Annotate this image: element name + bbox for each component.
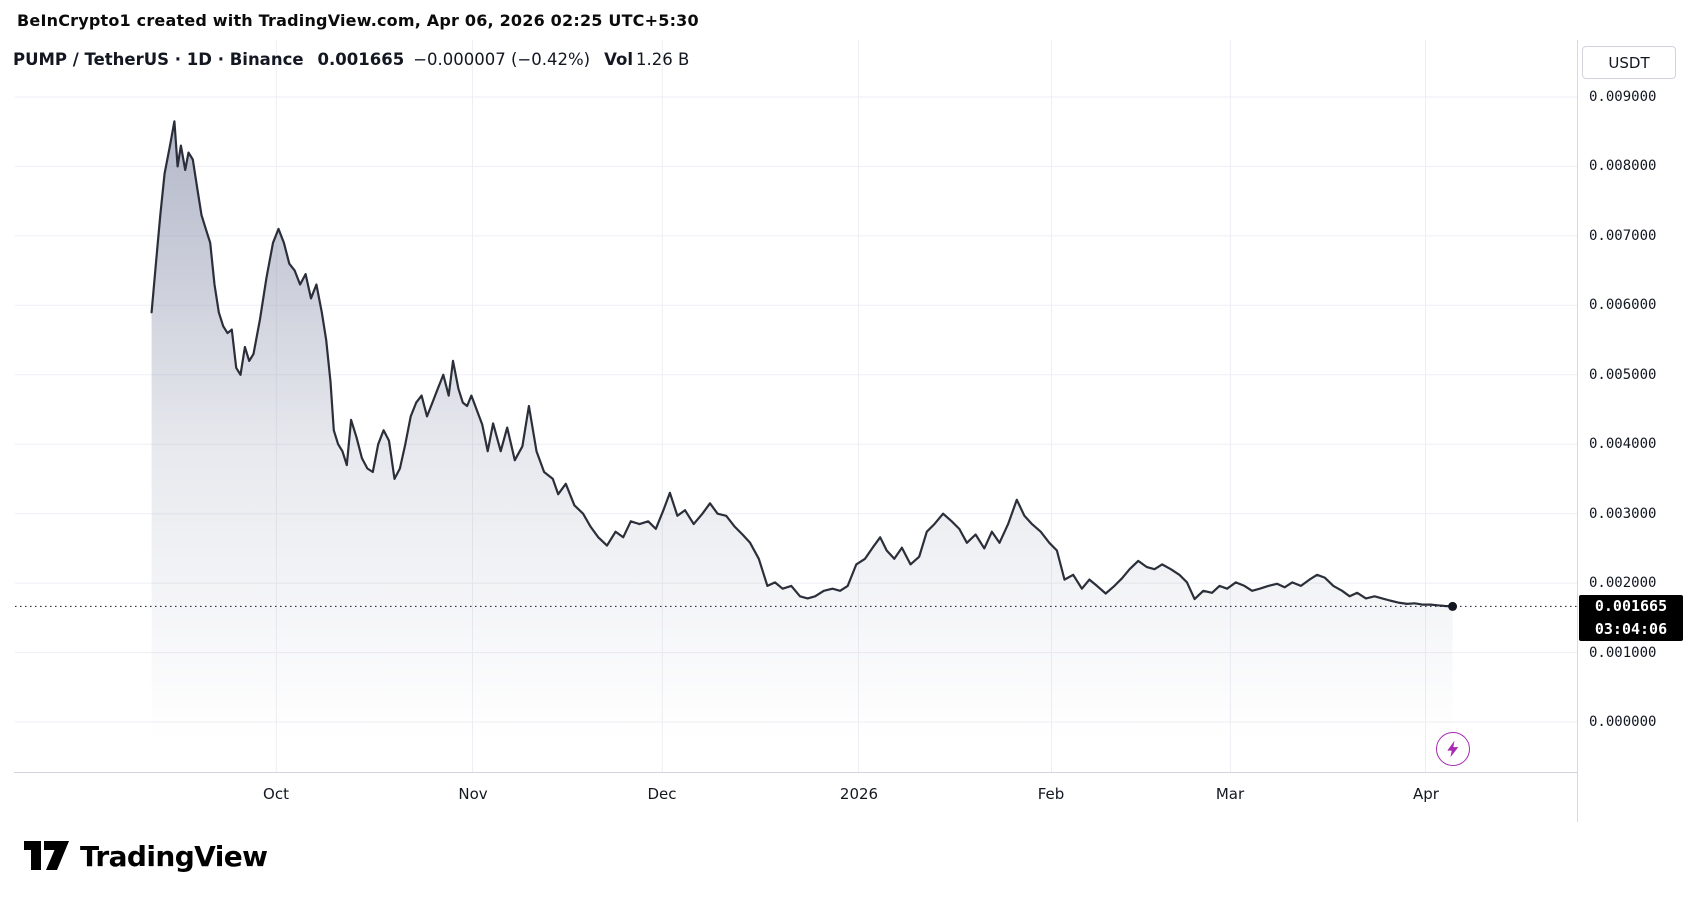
price-tick-label: 0.002000 <box>1589 575 1657 591</box>
time-tick-label: Apr <box>1413 785 1439 803</box>
boost-button[interactable] <box>1436 732 1470 766</box>
time-tick-label: Oct <box>263 785 289 803</box>
price-tick-label: 0.001000 <box>1589 645 1657 661</box>
symbol-title[interactable]: PUMP / TetherUS · 1D · Binance <box>13 50 304 69</box>
price-tick-label: 0.009000 <box>1589 89 1657 105</box>
price-tick-label: 0.004000 <box>1589 436 1657 452</box>
tradingview-logo-icon <box>24 841 69 870</box>
price-tick-label: 0.008000 <box>1589 158 1657 174</box>
bar-countdown: 03:04:06 <box>1594 620 1668 638</box>
tradingview-branding[interactable]: TradingView <box>24 836 268 876</box>
price-line <box>150 120 1454 608</box>
volume-label: Vol <box>604 50 633 69</box>
time-tick-label: Dec <box>647 785 677 803</box>
time-tick-label: Nov <box>458 785 488 803</box>
price-axis[interactable]: USDT 0.009000 0.008000 0.007000 0.006000 0.0… <box>1577 40 1700 822</box>
series-layer <box>15 120 1577 757</box>
price-tick-label: 0.003000 <box>1589 506 1657 522</box>
current-price-label: 0.001665 <box>1594 597 1668 615</box>
chart-panel: PUMP / TetherUS · 1D · Binance 0.001665 … <box>0 40 1700 822</box>
time-tick-label: 2026 <box>839 785 879 803</box>
price-tick-label: 0.005000 <box>1589 367 1657 383</box>
price-tick-label: 0.006000 <box>1589 297 1657 313</box>
price-change-value: −0.000007 (−0.42%) <box>413 50 591 69</box>
tradingview-logo-text: TradingView <box>80 839 268 873</box>
last-price-dot <box>1448 601 1458 611</box>
time-axis[interactable]: Oct Nov Dec 2026 Feb Mar Apr <box>14 772 1577 821</box>
time-tick-label: Feb <box>1037 785 1065 803</box>
price-chart-pane[interactable] <box>15 40 1577 772</box>
time-tick-label: Mar <box>1215 785 1245 803</box>
attribution-bar: BeInCrypto1 created with TradingView.com… <box>17 11 699 30</box>
lightning-bolt-icon <box>1447 740 1459 758</box>
current-price-badge: 0.001665 03:04:06 <box>1579 595 1683 641</box>
price-tick-label: 0.007000 <box>1589 228 1657 244</box>
currency-toggle-button[interactable]: USDT <box>1582 46 1676 79</box>
volume-value: 1.26 B <box>635 50 690 69</box>
chart-legend[interactable]: PUMP / TetherUS · 1D · Binance 0.001665 … <box>13 50 689 69</box>
last-price-value: 0.001665 <box>317 50 405 69</box>
price-tick-label: 0.000000 <box>1589 714 1657 730</box>
area-fill <box>151 121 1453 757</box>
